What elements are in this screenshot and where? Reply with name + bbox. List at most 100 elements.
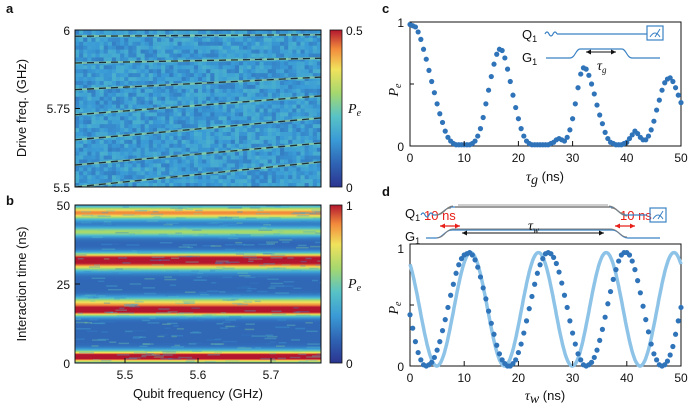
data-point — [572, 341, 578, 347]
heatmap-row — [75, 304, 321, 307]
heatmap-cell — [230, 73, 236, 78]
heatmap-cell — [304, 179, 310, 184]
heatmap-speckle — [125, 357, 138, 360]
heatmap-cell — [263, 147, 269, 153]
heatmap-cell — [99, 96, 105, 102]
heatmap-cell — [230, 135, 236, 141]
heatmap-speckle — [200, 293, 209, 296]
heatmap-speckle — [162, 323, 171, 326]
heatmap-cell — [226, 159, 232, 164]
heatmap-cell — [247, 77, 252, 82]
heatmap-speckle — [142, 287, 156, 289]
heatmap-row — [75, 249, 321, 252]
heatmap-speckle — [89, 319, 98, 321]
heatmap-speckle — [177, 207, 187, 209]
y-axis-label-a: Drive freq. (GHz) — [14, 59, 29, 157]
heatmap-cell — [120, 88, 125, 94]
heatmap-cell — [234, 53, 240, 58]
heatmap-cell — [214, 120, 219, 125]
heatmap-cell — [120, 108, 125, 113]
heatmap-cell — [280, 69, 285, 74]
heatmap-cell — [185, 159, 191, 164]
heatmap-cell — [243, 116, 248, 121]
heatmap-cell — [263, 77, 269, 82]
heatmap-cell — [267, 53, 273, 58]
heatmap-cell — [308, 100, 314, 106]
heatmap-cell — [239, 65, 244, 70]
heatmap-cell — [157, 57, 162, 62]
heatmap-cell — [177, 100, 183, 106]
heatmap-cell — [271, 33, 277, 39]
heatmap-cell — [75, 65, 80, 70]
heatmap-speckle — [170, 257, 180, 259]
heatmap-cell — [124, 88, 129, 94]
heatmap-cell — [198, 61, 203, 66]
heatmap-speckle — [178, 312, 194, 314]
heatmap-cell — [132, 143, 137, 149]
heatmap-cell — [316, 88, 321, 94]
data-point — [426, 67, 432, 73]
heatmap-cell — [275, 124, 281, 129]
heatmap-speckle — [131, 330, 146, 332]
heatmap-cell — [284, 147, 289, 153]
data-point — [675, 92, 681, 98]
heatmap-cell — [87, 112, 92, 117]
heatmap-cell — [300, 135, 306, 141]
heatmap-cell — [140, 175, 146, 180]
heatmap-cell — [83, 41, 88, 47]
heatmap-cell — [316, 135, 321, 141]
data-point — [664, 358, 671, 364]
heatmap-b-bands — [75, 205, 321, 363]
heatmap-cell — [202, 41, 207, 47]
data-point — [626, 135, 633, 142]
heatmap-cell — [75, 53, 80, 58]
heatmap-cell — [308, 73, 314, 78]
heatmap-cell — [218, 61, 224, 66]
heatmap-cell — [99, 120, 105, 125]
heatmap-cell — [214, 65, 219, 70]
heatmap-cell — [292, 147, 297, 153]
heatmap-cell — [239, 143, 244, 149]
heatmap-cell — [288, 69, 293, 74]
heatmap-cell — [193, 41, 199, 47]
heatmap-cell — [169, 96, 174, 102]
heatmap-cell — [312, 167, 318, 172]
heatmap-speckle — [91, 345, 99, 347]
heatmap-cell — [304, 84, 310, 90]
heatmap-cell — [280, 155, 285, 161]
heatmap-cell — [271, 65, 277, 70]
heatmap-speckle — [195, 209, 203, 212]
heatmap-cell — [116, 104, 121, 109]
heatmap-cell — [206, 179, 211, 184]
heatmap-cell — [304, 33, 310, 39]
heatmap-cell — [193, 171, 199, 176]
heatmap-cell — [251, 171, 256, 176]
heatmap-cell — [206, 151, 211, 157]
heatmap-cell — [312, 61, 318, 66]
heatmap-cell — [239, 120, 244, 125]
heatmap-cell — [251, 84, 256, 90]
heatmap-cell — [296, 65, 301, 70]
heatmap-cell — [275, 77, 281, 82]
heatmap-cell — [165, 37, 170, 43]
heatmap-speckle — [315, 264, 321, 266]
heatmap-cell — [83, 45, 88, 51]
heatmap-cell — [296, 41, 301, 47]
heatmap-speckle — [244, 276, 256, 279]
heatmap-cell — [136, 84, 142, 90]
heatmap-speckle — [197, 319, 205, 322]
heatmap-row — [75, 284, 321, 287]
heatmap-cell — [304, 41, 310, 47]
heatmap-row — [75, 287, 321, 290]
heatmap-cell — [120, 163, 125, 168]
heatmap-cell — [144, 143, 150, 149]
heatmap-cell — [210, 135, 215, 141]
heatmap-cell — [189, 159, 195, 164]
heatmap-row — [75, 234, 321, 237]
heatmap-cell — [140, 53, 146, 58]
heatmap-cell — [124, 65, 129, 70]
heatmap-cell — [292, 163, 297, 168]
heatmap-row — [75, 305, 321, 308]
heatmap-cell — [181, 139, 187, 145]
heatmap-cell — [87, 30, 92, 35]
